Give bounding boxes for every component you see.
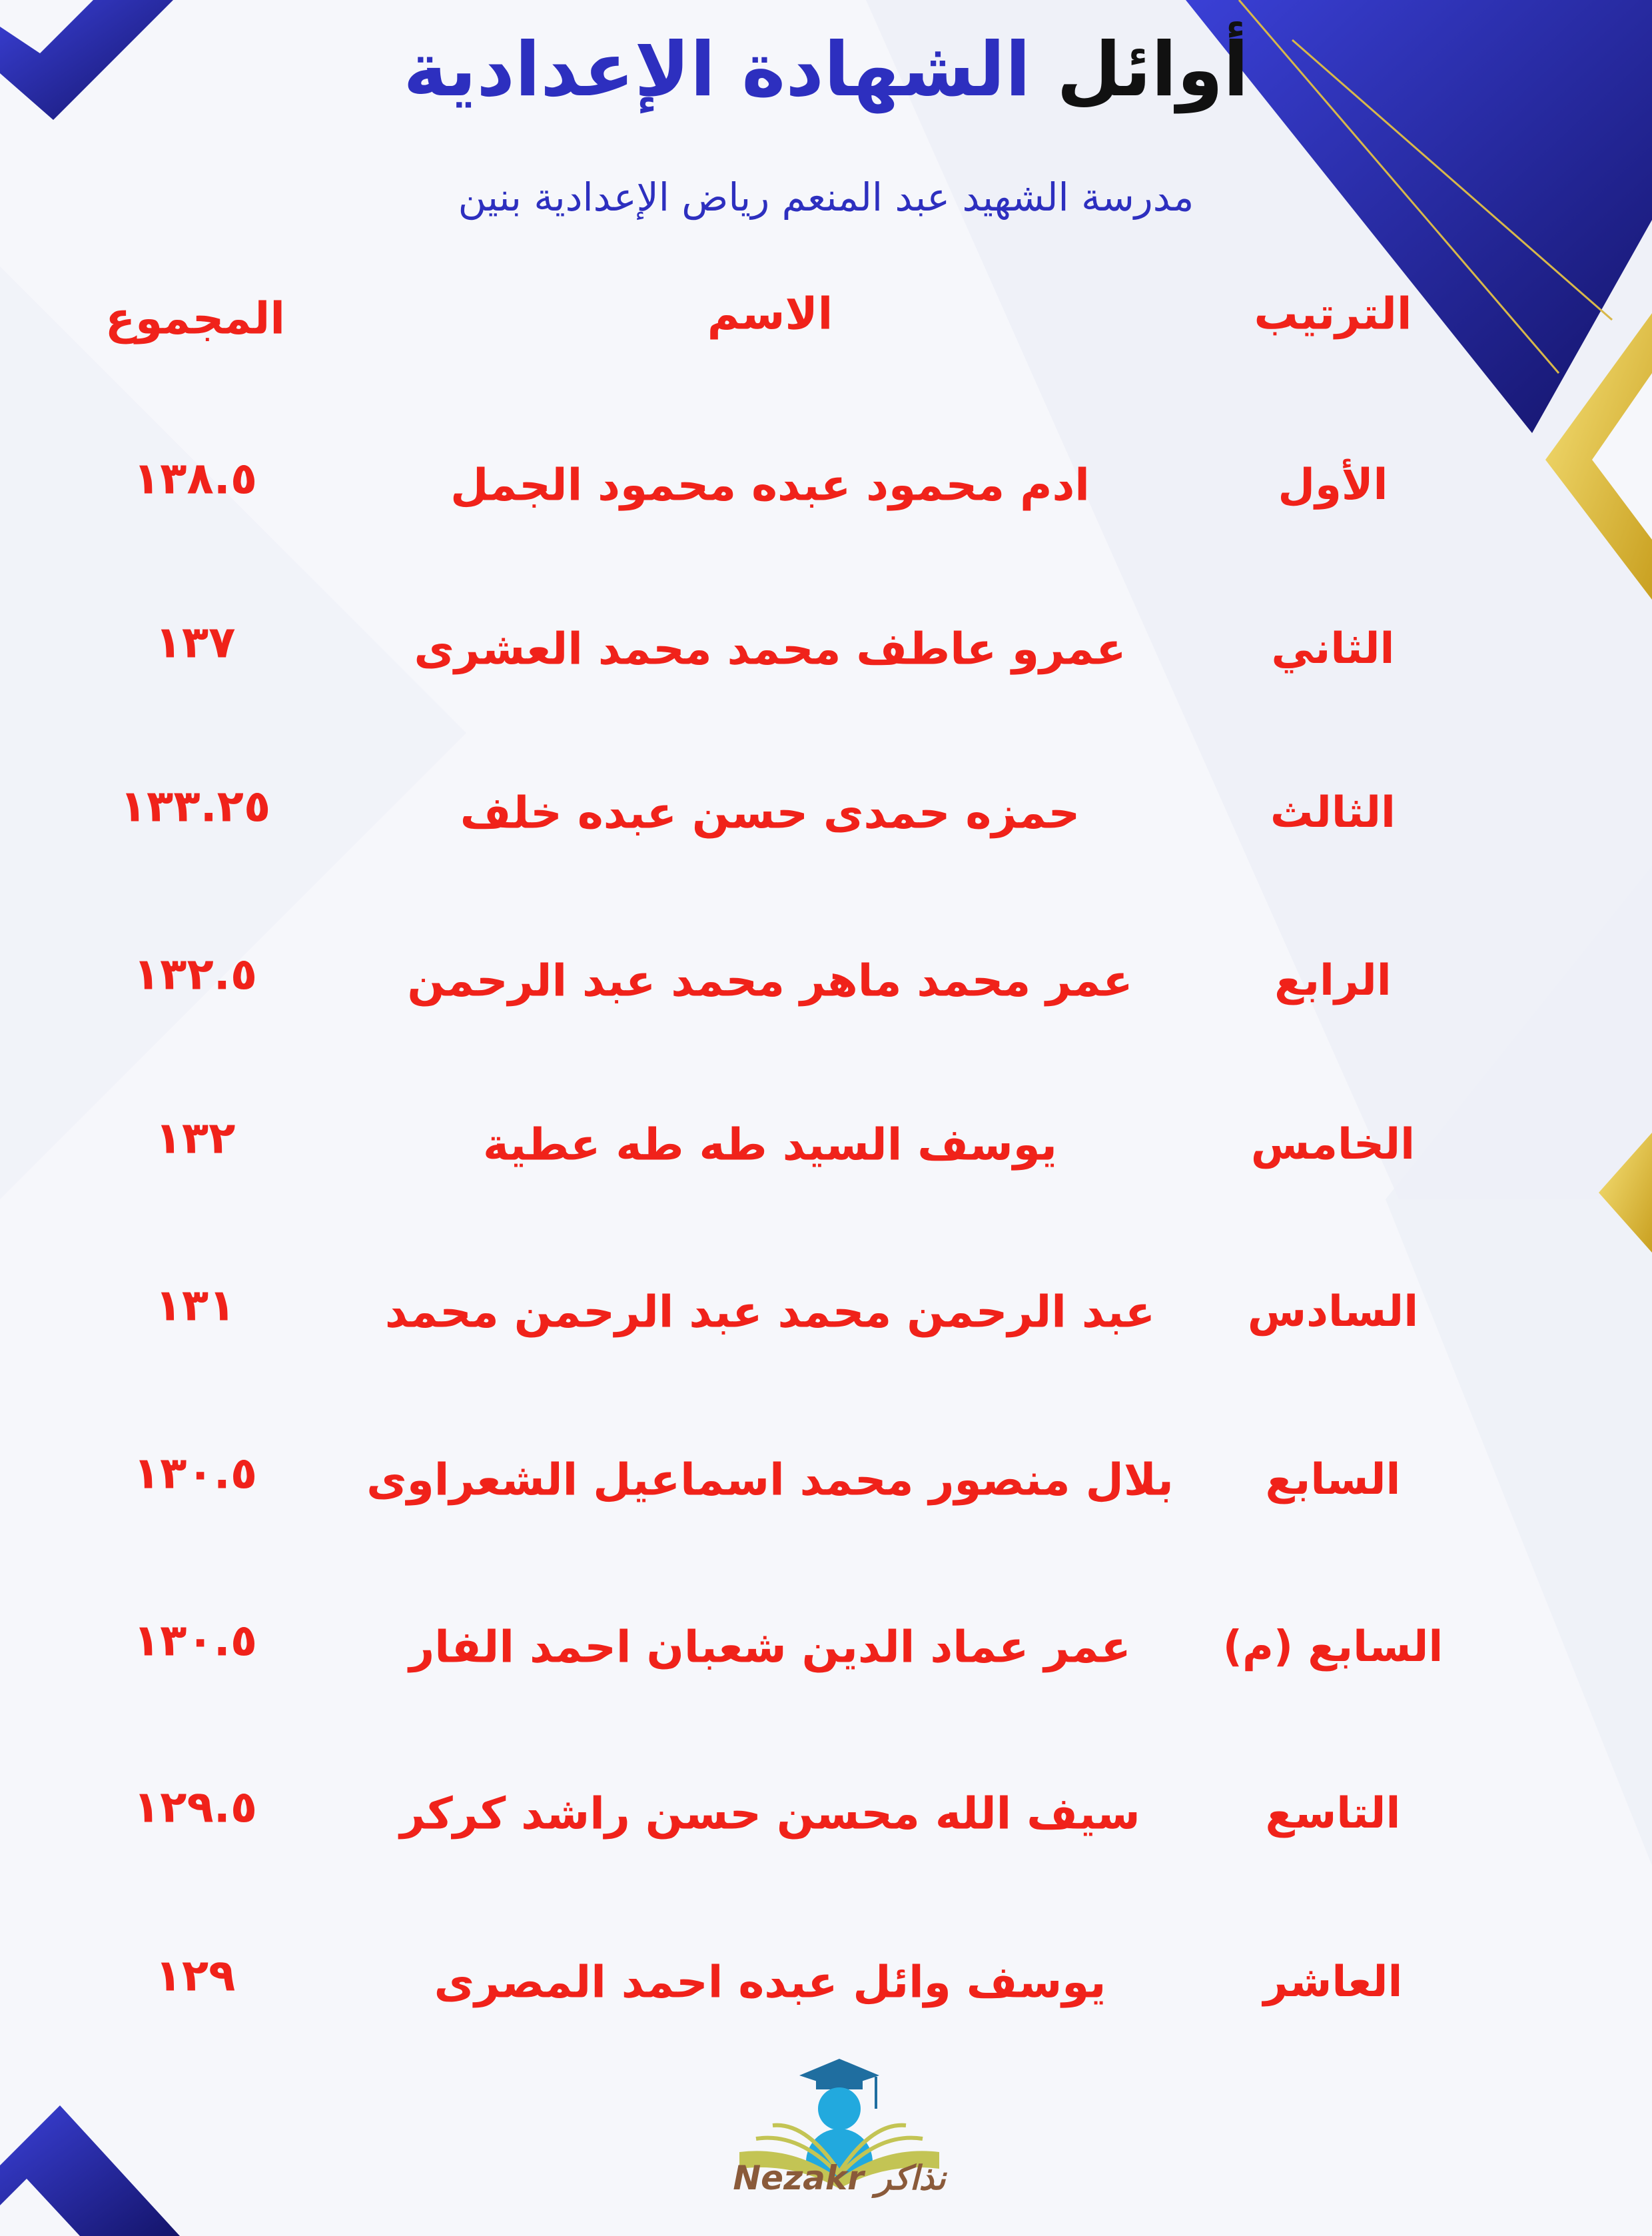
page-title: أوائل الشهادة الإعدادية [0,27,1652,113]
row-name: عمر عماد الدين شعبان احمد الفار [409,1621,1131,1673]
title-part1: أوائل [1056,27,1249,113]
row-total: ١٢٩ [155,1950,236,2001]
row-rank: التاسع [1265,1789,1401,1838]
header-total: المجموع [105,292,285,344]
row-rank: السابع [1265,1455,1401,1504]
graduate-book-logo-icon [739,2059,939,2189]
row-total: ١٣١ [155,1279,236,1331]
row-total: ١٣٠.٥ [133,1614,258,1666]
row-name: عمر محمد ماهر محمد عبد الرحمن [407,955,1133,1007]
row-name: عبد الرحمن محمد عبد الرحمن محمد [384,1286,1156,1338]
row-total: ١٣٠.٥ [133,1447,258,1499]
header-rank: الترتيب [1254,288,1412,340]
row-name: ادم محمود عبده محمود الجمل [450,459,1090,511]
row-name: عمرو عاطف محمد محمد العشرى [414,623,1126,675]
row-name: يوسف وائل عبده احمد المصرى [434,1956,1106,2008]
row-name: حمزه حمدى حسن عبده خلف [460,787,1080,839]
row-rank: السادس [1247,1287,1419,1337]
top-right-blue-shape [1186,0,1652,433]
row-total: ١٣٢ [155,1112,236,1164]
row-rank: العاشر [1263,1957,1403,2007]
row-rank: الثالث [1270,788,1396,838]
logo-text: Nezakr نذاكر [733,2159,946,2197]
row-total: ١٣٢.٥ [133,948,258,1000]
row-total: ١٢٩.٥ [133,1781,258,1833]
row-name: يوسف السيد طه طه عطية [483,1119,1057,1171]
row-name: سيف الله محسن حسن راشد كركر [400,1788,1140,1840]
header-name: الاسم [707,288,833,340]
school-name: مدرسة الشهيد عبد المنعم رياض الإعدادية ب… [458,175,1194,220]
row-rank: الثاني [1271,624,1395,674]
row-rank: السابع (م) [1222,1622,1444,1672]
title-part2: الشهادة الإعدادية [403,27,1031,113]
row-rank: الخامس [1250,1120,1416,1169]
row-rank: الأول [1278,460,1388,510]
row-total: ١٣٣.٢٥ [119,780,271,832]
right-gold-shape [1599,1133,1652,1253]
row-name: بلال منصور محمد اسماعيل الشعراوى [366,1454,1174,1506]
row-total: ١٣٧ [155,616,236,668]
row-rank: الرابع [1274,956,1392,1005]
row-total: ١٣٨.٥ [133,452,258,504]
